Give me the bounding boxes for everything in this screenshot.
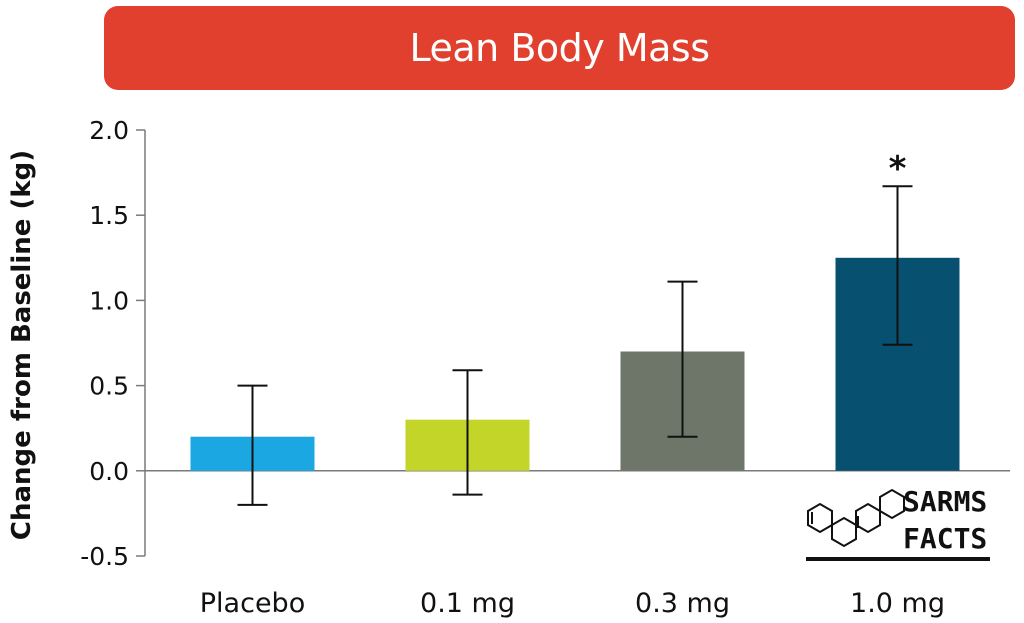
y-tick-label: -0.5	[80, 542, 129, 571]
x-tick-labels: Placebo 0.1 mg 0.3 mg 1.0 mg	[200, 588, 945, 619]
chart-title: Lean Body Mass	[409, 26, 710, 70]
logo-line-2: FACTS	[903, 522, 987, 555]
annotations: *	[889, 149, 907, 189]
bars	[190, 257, 960, 471]
x-tick-label: 0.1 mg	[420, 588, 515, 619]
y-ticks: -0.5 0.0 0.5 1.0 1.5 2.0	[80, 116, 145, 571]
y-tick-label: 1.0	[89, 286, 129, 315]
logo-underline	[806, 557, 990, 561]
logo-line-1: SARMS	[903, 485, 987, 518]
x-tick-label: Placebo	[200, 588, 305, 619]
x-tick-label: 1.0 mg	[850, 588, 945, 619]
y-axis-title: Change from Baseline (kg)	[7, 150, 37, 540]
y-tick-label: 0.5	[89, 372, 129, 401]
error-bars	[237, 185, 913, 506]
y-tick-label: 0.0	[89, 457, 129, 486]
sarms-facts-logo: SARMS FACTS	[806, 485, 990, 561]
x-tick-label: 0.3 mg	[635, 588, 730, 619]
significance-marker: *	[889, 149, 907, 189]
title-banner: Lean Body Mass	[104, 6, 1015, 90]
steroid-ring-icon	[807, 488, 905, 548]
y-tick-label: 1.5	[89, 201, 129, 230]
y-tick-label: 2.0	[89, 116, 129, 145]
